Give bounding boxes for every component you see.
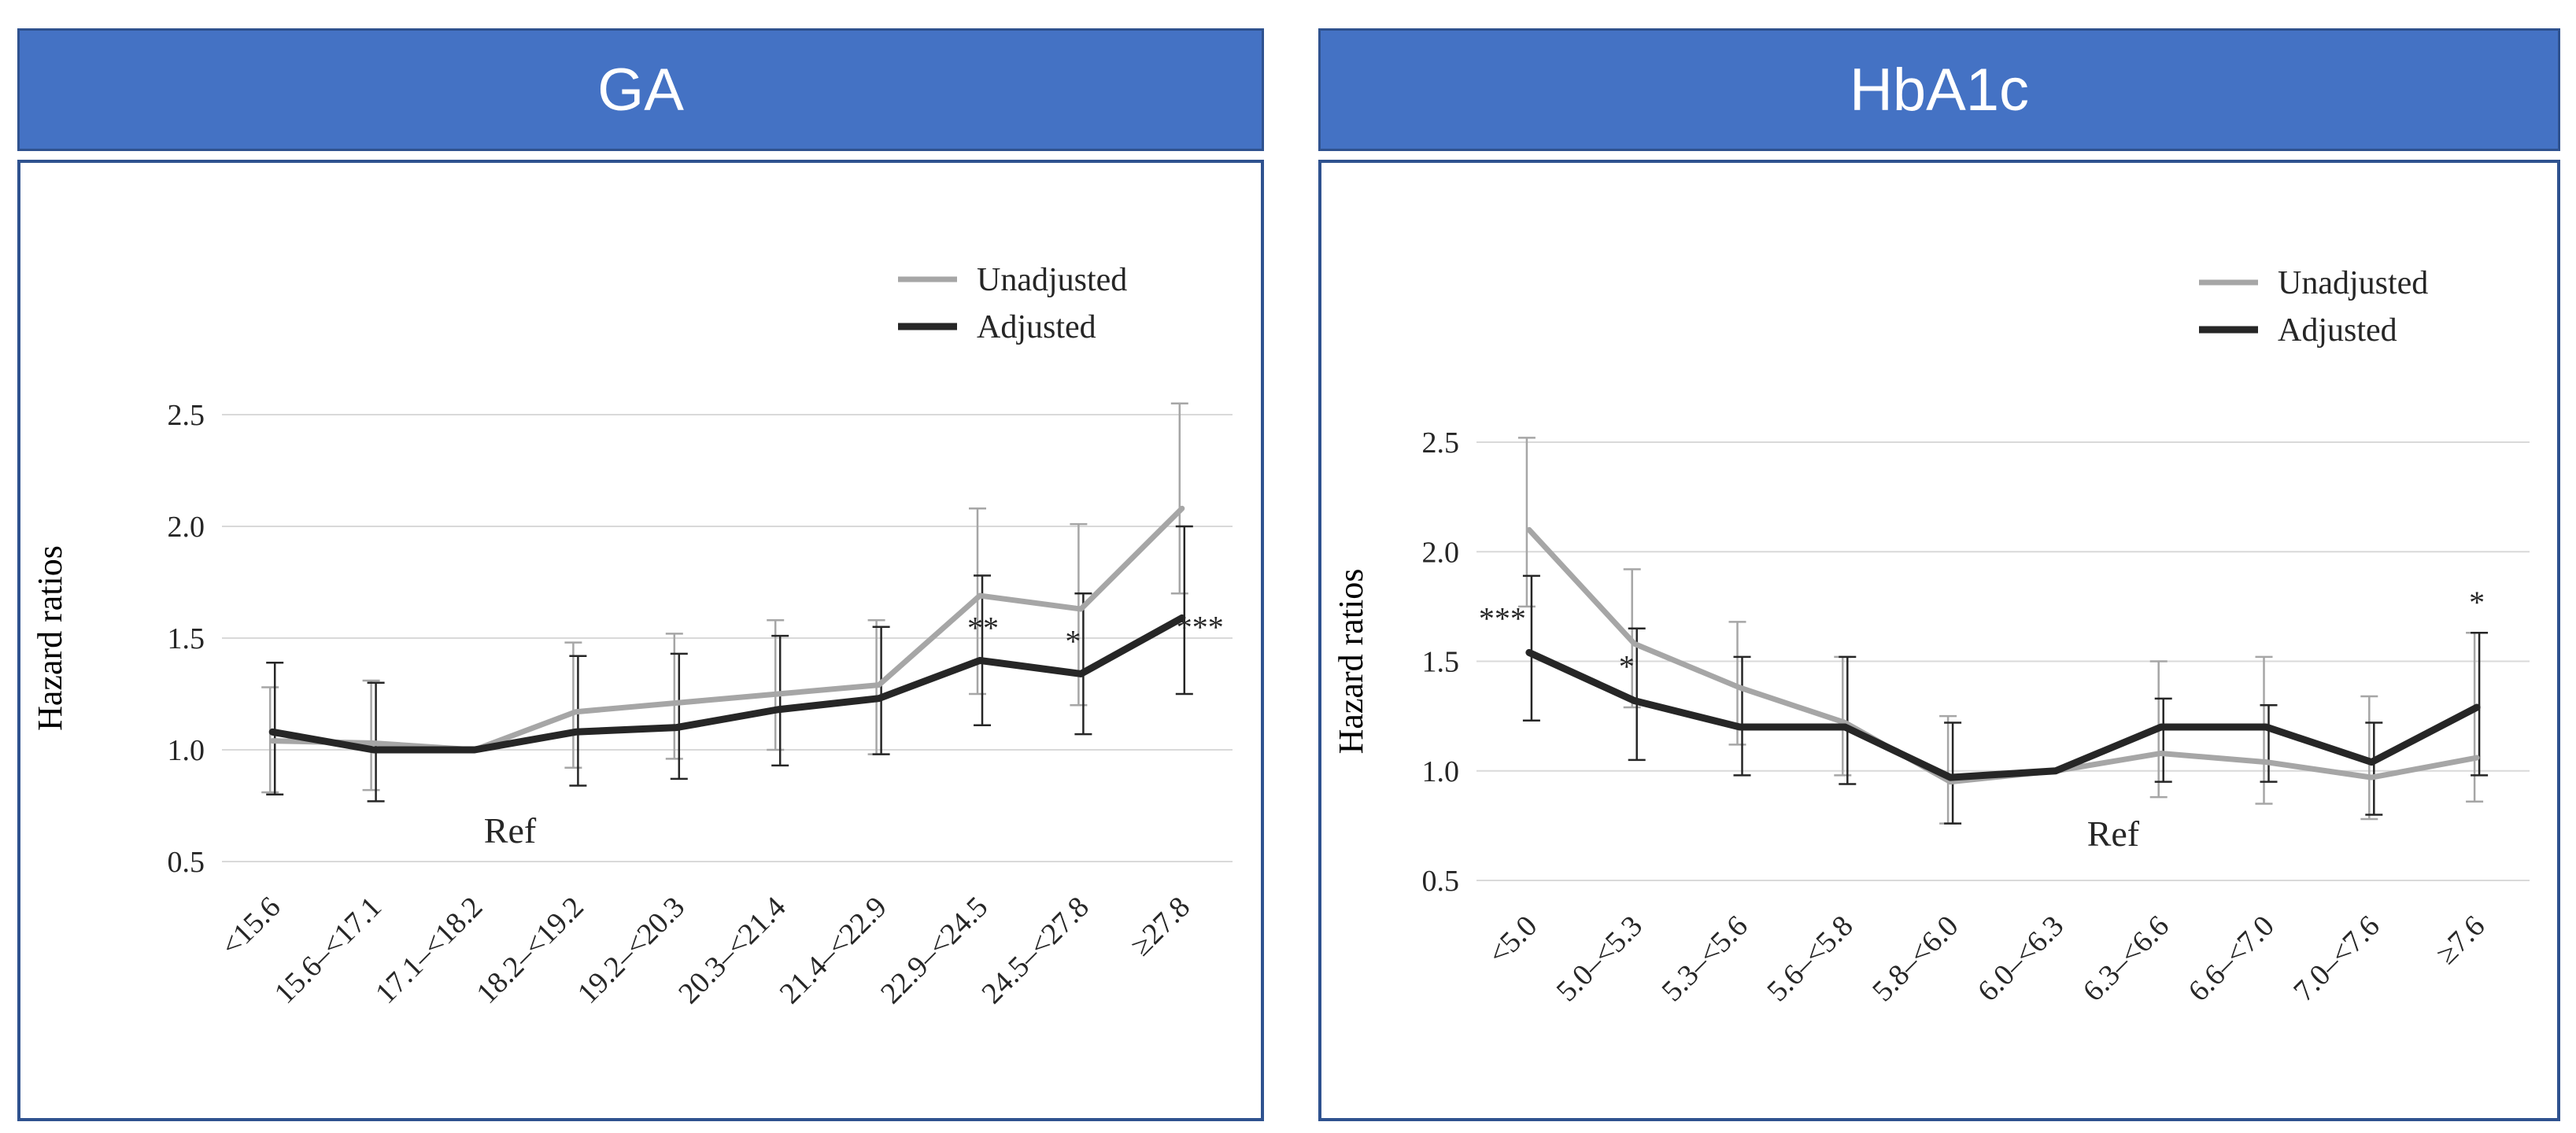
error-bar [872,626,890,755]
significance-marker: * [1619,649,1635,685]
y-tick-label: 2.0 [168,511,205,544]
significance-marker: *** [1177,609,1224,644]
error-bar [670,652,688,781]
significance-marker: * [2469,585,2485,620]
error-bar [2154,697,2172,783]
x-tick-label: <15.6 [215,891,287,963]
x-tick-label: 6.6–<7.0 [2182,910,2280,1008]
x-tick-label: <5.0 [1482,910,1543,971]
x-tick-label: 21.4–<22.9 [774,891,893,1010]
x-tick-label: 5.3–<5.6 [1655,910,1754,1008]
legend-label: Adjusted [2278,312,2397,349]
error-bar [1733,655,1751,777]
error-bar [2466,632,2484,803]
error-bar [1944,722,1962,825]
series-line-unadjusted [1526,526,2480,785]
error-bar [665,633,683,760]
hba1c-chart: 0.5 1.0 1.5 2.0 2.5 Hazard ratios <5.0 5.0–<5.3… [1332,265,2530,1008]
x-tick-label: 22.9–<24.5 [874,891,994,1010]
hba1c-chart-frame: 0.5 1.0 1.5 2.0 2.5 Hazard ratios <5.0 5.0–<5.3… [1318,160,2560,1121]
error-bar [974,574,991,727]
ga-title: GA [17,28,1264,151]
error-bar [569,655,587,787]
error-bar [1522,574,1540,722]
error-bar [1517,437,1536,608]
x-tick-label: 20.3–<21.4 [672,891,792,1010]
y-tick-label: 2.0 [1422,536,1460,569]
error-bar [2365,722,2383,816]
y-tick-label: 0.5 [1422,865,1460,898]
x-tick-label: 19.2–<20.3 [571,891,691,1010]
series-line-unadjusted [269,505,1185,753]
legend-label: Adjusted [977,309,1096,345]
hba1c-title: HbA1c [1318,28,2560,151]
x-tick-label: 6.3–<6.6 [2077,910,2175,1008]
ref-label: Ref [2087,814,2140,854]
x-tick-label: ≥27.8 [1125,891,1196,962]
error-bar [1628,627,1646,762]
series-line-adjusted [268,614,1186,754]
error-bar [266,661,284,796]
x-tick-label: 5.0–<5.3 [1550,910,1649,1008]
y-tick-label: 0.5 [168,846,205,879]
y-tick-label: 1.0 [168,734,205,767]
ga-chart: 0.5 1.0 1.5 2.0 2.5 Hazard ratios <15.615.6–<1… [31,262,1233,1010]
x-tick-label: 7.0–<7.6 [2287,910,2386,1008]
series-line-adjusted [1525,648,2481,781]
legend-label: Unadjusted [2278,265,2428,301]
error-bar [767,619,785,751]
error-bar [1834,655,1852,777]
error-bar [1839,655,1857,785]
error-bar [362,679,380,792]
x-tick-label: 5.6–<5.8 [1761,910,1859,1008]
error-bar [1074,592,1092,736]
significance-marker: *** [1479,600,1526,636]
ref-label: Ref [484,810,537,851]
y-axis-label: Hazard ratios [31,545,69,731]
significance-marker: * [1065,623,1081,659]
ga-chart-frame: 0.5 1.0 1.5 2.0 2.5 Hazard ratios <15.6 15.6–<1… [17,160,1264,1121]
legend-label: Unadjusted [977,262,1127,298]
x-tick-label: 18.2–<19.2 [470,891,589,1010]
error-bar [1070,522,1088,707]
error-bar [1175,525,1193,696]
y-tick-label: 1.5 [168,622,205,655]
x-tick-label: 24.5–<27.8 [975,891,1095,1010]
error-bar [2260,703,2278,783]
error-bar [2471,632,2489,777]
error-bar [564,641,582,769]
x-tick-label: 6.0–<6.3 [1972,910,2070,1008]
significance-marker: ** [967,610,999,645]
error-bar [1170,402,1188,595]
y-tick-label: 2.5 [1422,426,1460,459]
y-axis-label: Hazard ratios [1332,569,1370,755]
y-tick-label: 2.5 [168,399,205,432]
y-tick-label: 1.0 [1422,755,1460,788]
error-bar [771,634,789,767]
x-tick-label: 5.8–<6.0 [1866,910,1964,1008]
x-tick-label: ≥7.6 [2430,910,2491,971]
x-tick-label: 17.1–<18.2 [369,891,489,1010]
y-tick-label: 1.5 [1422,646,1460,679]
x-tick-label: 15.6–<17.1 [268,891,388,1010]
